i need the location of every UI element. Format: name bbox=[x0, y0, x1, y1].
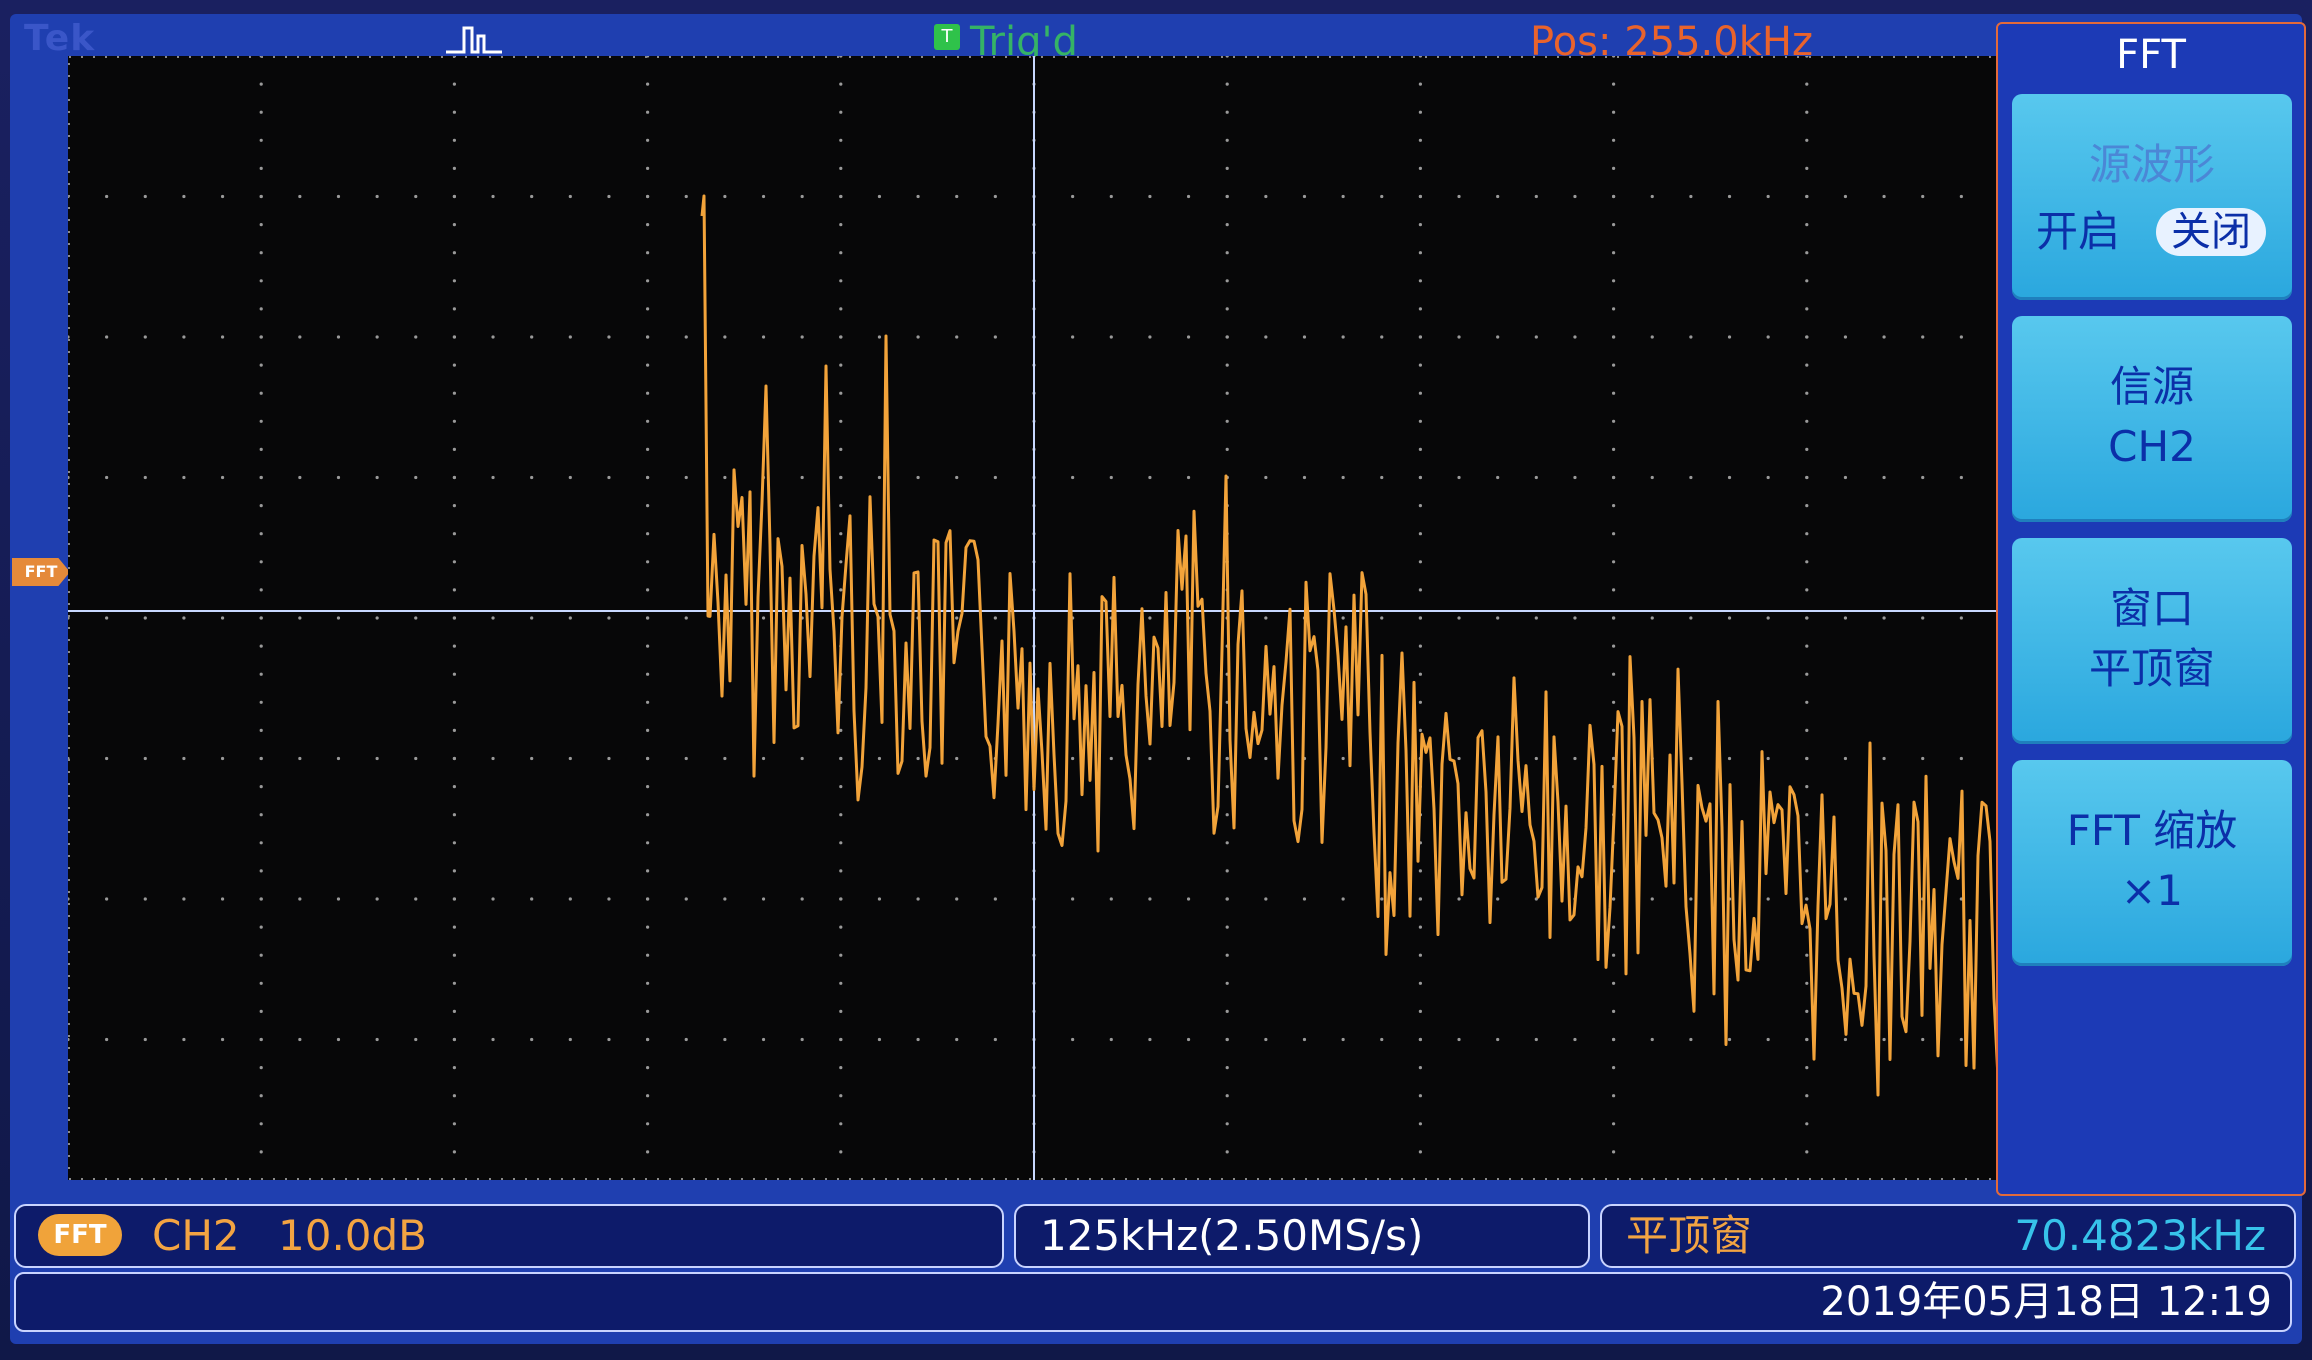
signal-frequency: 70.4823kHz bbox=[2014, 1211, 2266, 1260]
window-frequency-box: 平顶窗 70.4823kHz bbox=[1600, 1204, 2296, 1268]
graticule bbox=[68, 56, 2000, 1180]
channel-scale-box: FFT CH2 10.0dB bbox=[14, 1204, 1004, 1268]
window-label: 窗口 bbox=[2109, 584, 2194, 633]
brand-logo: Tek bbox=[24, 18, 96, 59]
oscilloscope-screen: Tek T Trig'd Pos: 255.0kHz FFT FFT 源波形 开… bbox=[10, 14, 2306, 1344]
source-label: 信源 bbox=[2109, 362, 2194, 411]
fft-badge: FFT bbox=[38, 1214, 122, 1256]
fft-spectrum-trace bbox=[700, 194, 2000, 1097]
source-waveform-label: 源波形 bbox=[2088, 140, 2215, 189]
date-time: 2019年05月18日 12:19 bbox=[1820, 1279, 2272, 1325]
menu-title: FFT bbox=[2116, 32, 2186, 78]
date-time-bar: 2019年05月18日 12:19 bbox=[14, 1272, 2292, 1332]
toggle-off-option[interactable]: 关闭 bbox=[2156, 208, 2266, 256]
fft-reference-marker[interactable]: FFT bbox=[12, 558, 70, 586]
frequency-span: 125kHz(2.50MS/s) bbox=[1040, 1211, 1424, 1260]
source-waveform-toggle[interactable]: 开启 关闭 bbox=[2036, 204, 2272, 260]
fft-side-menu: FFT 源波形 开启 关闭 信源 CH2 窗口 平顶窗 FFT 缩放 ×1 bbox=[1996, 22, 2306, 1196]
channel-label: CH2 bbox=[152, 1211, 240, 1260]
window-type: 平顶窗 bbox=[1626, 1211, 1753, 1260]
fft-zoom-label: FFT 缩放 bbox=[2066, 806, 2238, 855]
window-button[interactable]: 窗口 平顶窗 bbox=[2012, 538, 2292, 744]
window-value: 平顶窗 bbox=[2088, 644, 2215, 693]
toggle-on-option[interactable]: 开启 bbox=[2036, 207, 2121, 256]
graticule-dots bbox=[68, 56, 1963, 1154]
trigger-status-icon: T bbox=[934, 24, 960, 50]
pulse-icon bbox=[446, 26, 502, 54]
bottom-status-area: FFT CH2 10.0dB 125kHz(2.50MS/s) 平顶窗 70.4… bbox=[10, 1204, 2302, 1338]
span-box: 125kHz(2.50MS/s) bbox=[1014, 1204, 1590, 1268]
source-waveform-button[interactable]: 源波形 开启 关闭 bbox=[2012, 94, 2292, 300]
fft-zoom-button[interactable]: FFT 缩放 ×1 bbox=[2012, 760, 2292, 966]
fft-zoom-value: ×1 bbox=[2121, 866, 2183, 915]
vertical-scale: 10.0dB bbox=[278, 1211, 427, 1260]
source-value: CH2 bbox=[2108, 422, 2196, 471]
waveform-display bbox=[68, 56, 2000, 1180]
source-channel-button[interactable]: 信源 CH2 bbox=[2012, 316, 2292, 522]
